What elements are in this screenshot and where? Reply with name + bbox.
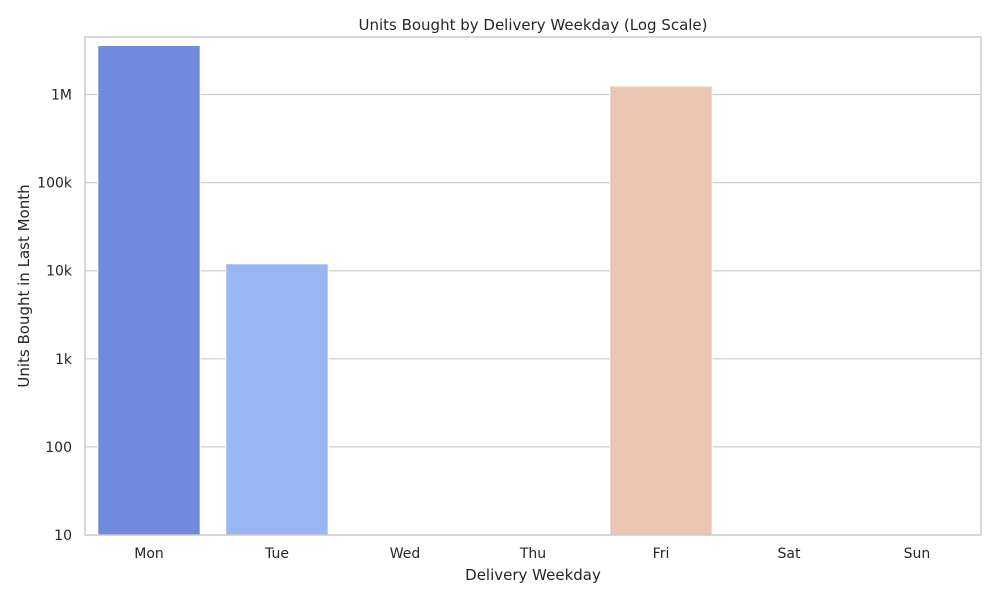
x-tick-label: Tue bbox=[264, 546, 289, 562]
gridlines bbox=[85, 93, 981, 536]
bars bbox=[97, 45, 713, 536]
y-tick-label: 10k bbox=[46, 264, 73, 280]
y-tick-labels: 10 100 1k 10k 100k 1M bbox=[37, 88, 73, 544]
x-tick-label: Sun bbox=[904, 546, 931, 562]
x-tick-label: Fri bbox=[653, 546, 670, 562]
y-tick-label: 100k bbox=[37, 176, 73, 192]
y-axis-label: Units Bought in Last Month bbox=[15, 184, 33, 387]
chart-title: Units Bought by Delivery Weekday (Log Sc… bbox=[358, 16, 707, 34]
x-tick-label: Sat bbox=[778, 546, 801, 562]
y-tick-label: 100 bbox=[45, 440, 72, 456]
y-tick-label: 1k bbox=[55, 352, 73, 368]
y-tick-label: 10 bbox=[54, 528, 72, 544]
x-axis-label: Delivery Weekday bbox=[465, 566, 601, 584]
x-tick-label: Thu bbox=[519, 546, 546, 562]
bar-fri bbox=[609, 85, 713, 536]
x-tick-labels: Mon Tue Wed Thu Fri Sat Sun bbox=[134, 546, 930, 562]
x-tick-label: Mon bbox=[134, 546, 164, 562]
bar-mon bbox=[97, 45, 201, 536]
y-tick-label: 1M bbox=[51, 88, 72, 104]
bar-tue bbox=[225, 263, 329, 536]
plot-frame bbox=[84, 36, 982, 536]
x-tick-label: Wed bbox=[390, 546, 421, 562]
